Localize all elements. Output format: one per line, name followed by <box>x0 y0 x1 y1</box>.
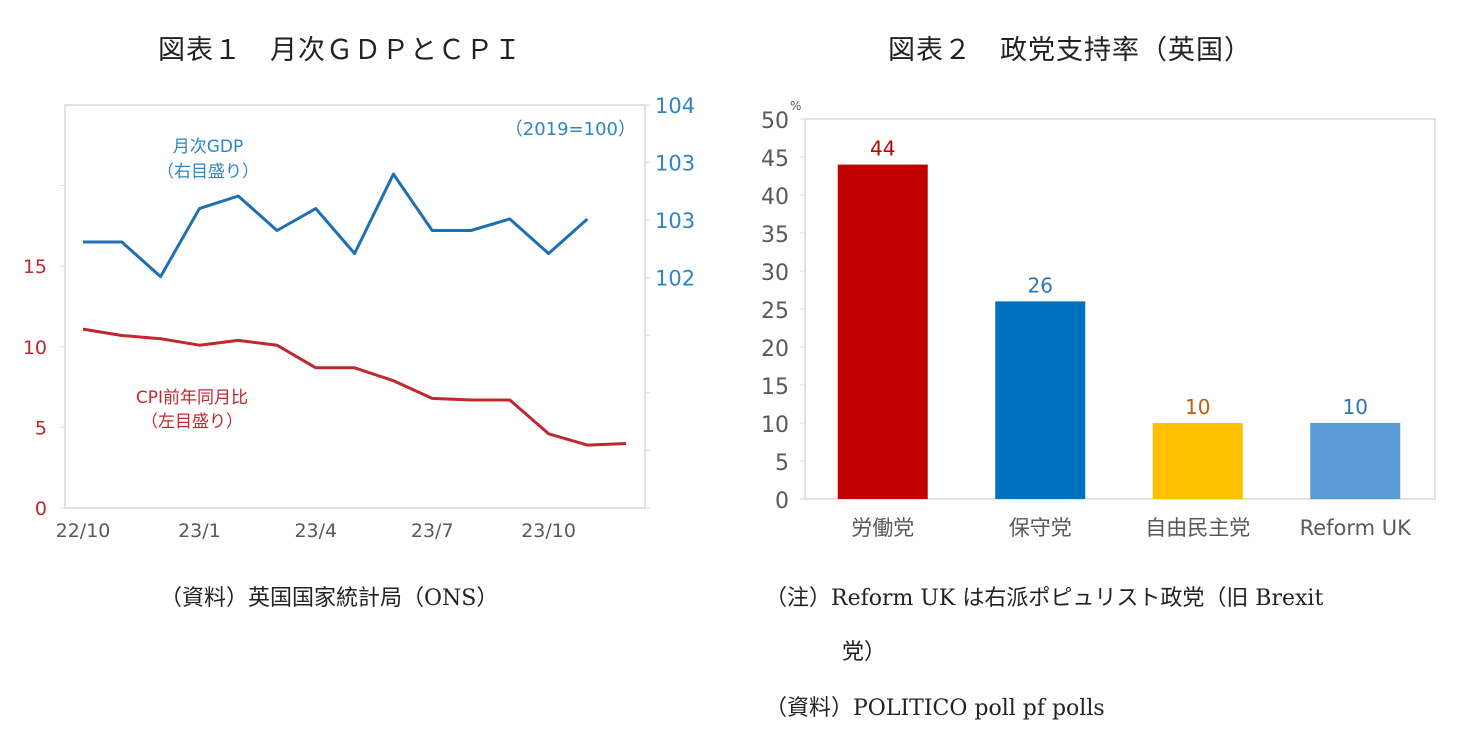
chart2-title: 図表２ 政党支持率（英国） <box>888 35 1252 66</box>
left-axis-tick-label: 15 <box>23 256 47 278</box>
bar-2 <box>1152 423 1243 499</box>
y-unit-label: % <box>790 99 801 113</box>
y-axis-tick-label: 40 <box>761 185 789 210</box>
y-axis-tick-label: 35 <box>761 223 789 248</box>
bar-3 <box>1310 423 1401 499</box>
bar-value-label: 10 <box>1185 395 1210 419</box>
chart2-note-cont: 党） <box>842 640 887 665</box>
cpi-series-label: CPI前年同月比 <box>136 388 248 408</box>
right-axis-tick-label: 103 <box>655 152 695 176</box>
x-axis-tick-label: 23/7 <box>411 520 454 542</box>
chart1-source: （資料）英国国家統計局（ONS） <box>160 586 499 611</box>
y-axis-tick-label: 50 <box>761 109 789 134</box>
unit-note: （2019=100） <box>505 119 636 140</box>
x-axis-tick-label: 23/4 <box>294 520 337 542</box>
gdp-series-label: 月次GDP <box>173 137 244 157</box>
y-axis-tick-label: 25 <box>761 299 789 324</box>
gdp-series-sublabel: （右目盛り） <box>157 162 259 182</box>
chart1-title: 図表１ 月次ＧＤＰとＣＰＩ <box>158 35 522 66</box>
right-axis-tick-label: 102 <box>655 267 695 291</box>
right-axis-tick-label: 104 <box>655 94 695 118</box>
y-axis-tick-label: 45 <box>761 147 789 172</box>
y-axis-tick-label: 20 <box>761 337 789 362</box>
bar-1 <box>995 301 1086 499</box>
cpi-series-sublabel: （左目盛り） <box>141 412 243 432</box>
chart2-note: （注）Reform UK は右派ポピュリスト政党（旧 Brexit <box>765 586 1324 611</box>
y-axis-tick-label: 10 <box>761 413 789 438</box>
chart2-source: （資料）POLITICO poll pf polls <box>765 696 1105 721</box>
right-axis-tick-label: 103 <box>655 209 695 233</box>
series-line-cpi <box>82 327 627 447</box>
bar-value-label: 44 <box>870 137 895 161</box>
left-axis-tick-label: 10 <box>23 337 47 359</box>
x-axis-category-label: 自由民主党 <box>1145 516 1250 540</box>
y-axis-tick-label: 30 <box>761 261 789 286</box>
bar-value-label: 10 <box>1343 395 1368 419</box>
x-axis-tick-label: 23/1 <box>178 520 221 542</box>
plot-area <box>64 104 646 509</box>
x-axis-tick-label: 23/10 <box>521 520 576 542</box>
left-axis-tick-label: 5 <box>35 417 47 439</box>
y-axis-tick-label: 5 <box>775 451 789 476</box>
left-axis-tick-label: 0 <box>35 498 47 520</box>
bar-value-label: 26 <box>1028 273 1053 297</box>
y-axis-tick-label: 0 <box>775 489 789 514</box>
x-axis-category-label: Reform UK <box>1300 516 1413 540</box>
series-line-gdp <box>83 172 589 279</box>
x-axis-category-label: 保守党 <box>1009 516 1072 540</box>
y-axis-tick-label: 15 <box>761 375 789 400</box>
x-axis-category-label: 労働党 <box>851 516 914 540</box>
bar-0 <box>837 164 928 499</box>
x-axis-tick-label: 22/10 <box>56 520 111 542</box>
